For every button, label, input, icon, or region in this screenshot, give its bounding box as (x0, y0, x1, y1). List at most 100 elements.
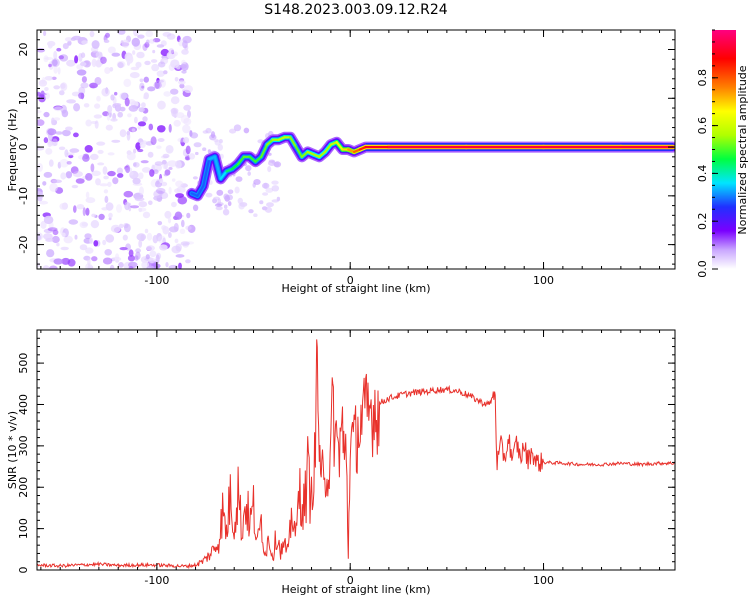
noise-blob (170, 107, 179, 114)
noise-blob (42, 265, 50, 269)
noise-blob (60, 83, 66, 89)
ridge-segment-core (318, 150, 327, 158)
noise-blob (81, 40, 88, 45)
noise-blob (167, 160, 178, 168)
noise-blob (110, 224, 121, 233)
noise-blob (148, 257, 156, 264)
ridge-segment-core (289, 136, 298, 149)
noise-blob (248, 209, 254, 214)
noise-blob (152, 235, 158, 244)
noise-blob (102, 111, 110, 117)
noise-blob (37, 163, 43, 172)
noise-blob (129, 171, 134, 176)
noise-blob (90, 163, 95, 172)
noise-blob (59, 203, 68, 210)
noise-blob (202, 147, 207, 151)
noise-blob (238, 202, 245, 210)
noise-blob (121, 39, 130, 48)
noise-blob (73, 205, 77, 213)
noise-blob (154, 161, 164, 166)
noise-blob (144, 228, 149, 234)
noise-blob (132, 50, 136, 55)
noise-blob (205, 127, 212, 134)
noise-blob (105, 202, 114, 211)
noise-blob (60, 246, 69, 251)
noise-blob (51, 235, 60, 244)
noise-blob (97, 149, 104, 154)
noise-blob (104, 249, 112, 256)
noise-blob (143, 76, 149, 83)
noise-blob (43, 111, 50, 118)
noise-blob (168, 186, 172, 195)
snr-x-ticks: -100 0 100 (40, 330, 661, 587)
noise-blob (142, 116, 148, 122)
noise-blob (85, 173, 93, 181)
noise-blob (268, 160, 276, 166)
noise-blob (85, 197, 96, 204)
noise-blob (179, 83, 185, 89)
noise-blob (271, 180, 279, 185)
x-tick-label: -100 (144, 274, 169, 287)
noise-blob (126, 55, 134, 64)
noise-blob (122, 234, 128, 241)
noise-blob (108, 212, 113, 218)
noise-blob (102, 166, 108, 175)
noise-blob (110, 118, 118, 122)
noise-blob (117, 62, 124, 69)
noise-blob (75, 178, 85, 184)
noise-blob (119, 129, 127, 138)
noise-blob (63, 235, 73, 244)
noise-blob (53, 117, 61, 121)
ridge-segment-core (300, 150, 309, 158)
y-tick-label: 200 (17, 477, 30, 498)
noise-blob (161, 159, 167, 165)
ridge-segment-core (202, 158, 211, 188)
noise-blob (227, 201, 232, 207)
noise-blob (135, 142, 141, 151)
noise-blob (51, 76, 57, 81)
y-tick-label: 500 (17, 353, 30, 374)
noise-blob (48, 63, 52, 68)
noise-blob (222, 208, 230, 216)
noise-blob (89, 82, 98, 89)
y-tick-label: 100 (17, 518, 30, 539)
snr-plot-frame (36, 329, 676, 571)
noise-blob (170, 59, 180, 68)
noise-blob (103, 39, 110, 43)
noise-blob (38, 200, 49, 205)
noise-blob (107, 105, 113, 114)
noise-blob (45, 148, 53, 155)
noise-blob (175, 112, 185, 119)
noise-blob (116, 167, 123, 175)
noise-blob (76, 204, 85, 210)
noise-blob (117, 111, 123, 118)
snr-x-axis-label: Height of straight line (km) (281, 583, 430, 596)
noise-blob (183, 104, 192, 111)
figure-title: S148.2023.003.09.12.R24 (264, 2, 447, 18)
noise-blob (128, 249, 134, 257)
noise-blob (168, 232, 172, 238)
noise-blob (94, 103, 101, 109)
noise-blob (104, 195, 109, 203)
noise-blob (162, 226, 170, 235)
noise-blob (141, 102, 146, 108)
noise-blob (171, 178, 176, 182)
noise-blob (233, 124, 242, 132)
noise-blob (66, 99, 76, 104)
noise-blob (151, 63, 160, 72)
noise-blob (48, 159, 54, 167)
noise-blob (71, 35, 82, 41)
y-tick-label: -10 (17, 187, 30, 205)
noise-blob (214, 203, 223, 207)
noise-blob (181, 70, 187, 74)
noise-blob (148, 123, 154, 131)
noise-blob (47, 227, 58, 232)
ridge-segment-core (254, 155, 263, 163)
noise-blob (37, 234, 42, 241)
noise-blob (229, 128, 237, 134)
noise-blob (139, 78, 144, 83)
noise-blob (115, 253, 120, 261)
noise-blob (65, 126, 73, 131)
snr-y-axis-label: SNR (10 * v/v) (6, 411, 19, 489)
noise-blob (37, 48, 46, 53)
